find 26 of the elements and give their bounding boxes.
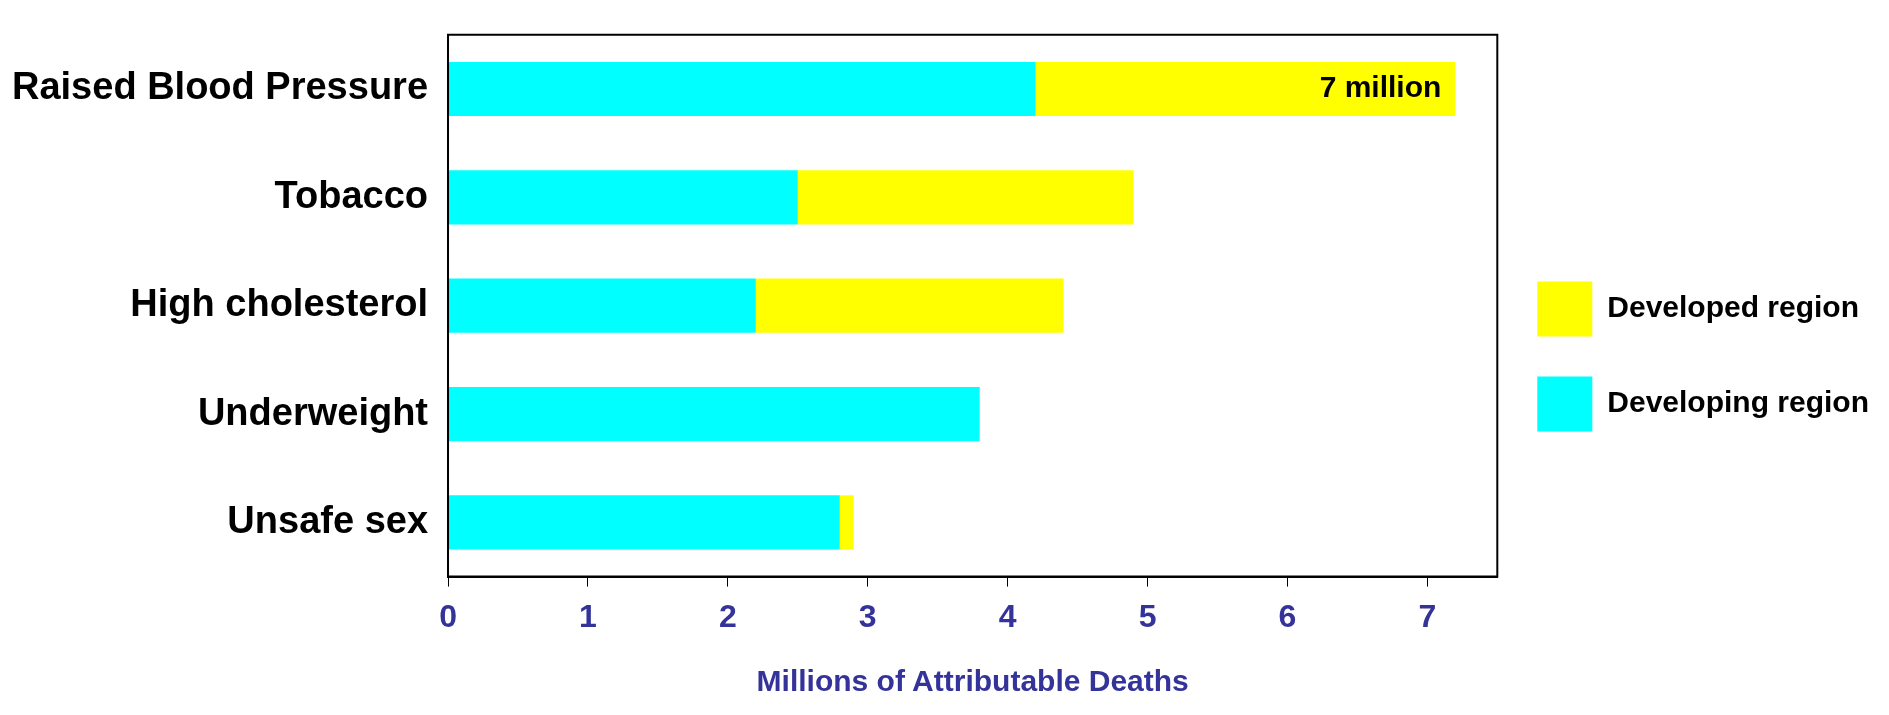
bar (1035, 61, 1456, 117)
x-tick-label: 0 (439, 597, 457, 634)
x-tick-label: 1 (579, 597, 597, 634)
x-tick-label: 4 (998, 597, 1017, 634)
bar (755, 278, 1064, 333)
bar (448, 386, 980, 442)
bar (448, 61, 1036, 117)
x-tick-label: 3 (858, 597, 877, 634)
x-tick-label: 2 (718, 597, 737, 634)
bar (448, 170, 798, 225)
y-tick-label: Raised Blood Pressure (11, 65, 429, 108)
legend-label: Developing region (1607, 385, 1870, 419)
bar (448, 495, 840, 550)
y-tick-label: High cholesterol (130, 282, 429, 325)
bar (448, 278, 756, 333)
x-tick-label: 5 (1138, 597, 1157, 634)
x-axis-title: Millions of Attributable Deaths (756, 664, 1189, 698)
y-tick-label: Underweight (197, 390, 429, 433)
bar (839, 495, 854, 550)
y-tick-label: Unsafe sex (227, 498, 429, 541)
x-tick-label: 6 (1278, 597, 1297, 634)
annotation: 7 million (1319, 70, 1442, 104)
bar (797, 170, 1134, 225)
x-tick-label: 7 (1418, 597, 1437, 634)
legend-label: Developed region (1607, 290, 1860, 324)
y-tick-label: Tobacco (274, 173, 429, 216)
